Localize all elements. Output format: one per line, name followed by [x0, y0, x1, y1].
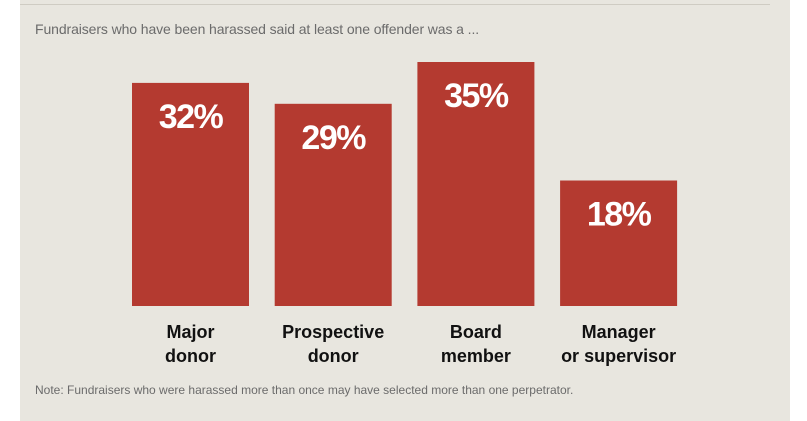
category-label-line: member	[441, 346, 511, 366]
chart-title: Fundraisers who have been harassed said …	[35, 21, 480, 37]
bar-3	[560, 180, 678, 306]
category-label-line: or supervisor	[561, 346, 676, 366]
category-label-line: Major	[166, 322, 214, 342]
category-label-2: Board member	[441, 322, 511, 366]
bar-value-label-3: 18%	[587, 196, 652, 234]
category-label-3: Manager or supervisor	[561, 322, 676, 366]
top-divider	[20, 4, 770, 5]
category-label-line: Prospective	[282, 322, 384, 342]
category-label-line: Board	[450, 322, 502, 342]
category-label-0: Major donor	[165, 322, 216, 366]
bar-value-label-2: 35%	[444, 77, 509, 115]
bar-1	[274, 103, 392, 306]
bar-value-label-1: 29%	[301, 119, 366, 157]
bar-value-label-0: 32%	[159, 98, 224, 136]
category-label-line: Manager	[582, 322, 656, 342]
bar-0	[132, 82, 249, 307]
category-label-line: donor	[165, 346, 216, 366]
category-label-line: donor	[308, 346, 359, 366]
chart-note: Note: Fundraisers who were harassed more…	[35, 383, 574, 397]
category-label-1: Prospective donor	[282, 322, 384, 366]
bar-2	[417, 62, 535, 306]
